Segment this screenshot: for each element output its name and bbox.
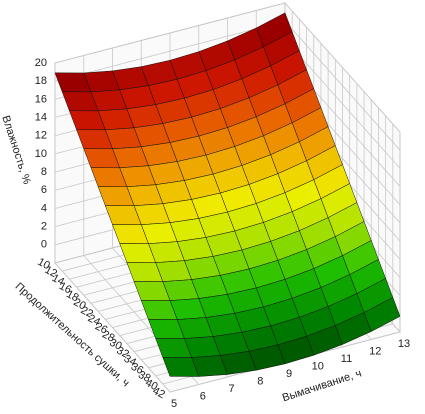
- z-axis-title: Влажность, %: [0, 114, 33, 186]
- z-tick-label: 16: [35, 93, 47, 105]
- y-tick-label: 12: [43, 264, 59, 280]
- y-tick-label: 22: [79, 304, 95, 320]
- y-tick-label: 26: [93, 320, 109, 336]
- z-tick-label: 0: [41, 239, 47, 251]
- y-tick-label: 30: [107, 336, 123, 352]
- y-tick-label: 24: [86, 312, 102, 328]
- y-tick-label: 38: [136, 369, 152, 385]
- y-tick-label: 10: [35, 256, 51, 272]
- y-tick-label: 40: [143, 377, 159, 393]
- z-tick-label: 2: [41, 221, 47, 233]
- z-tick-label: 6: [41, 184, 47, 196]
- y-tick-label: 34: [122, 353, 138, 369]
- x-tick-label: 8: [257, 375, 263, 387]
- y-tick-label: 18: [64, 288, 80, 304]
- y-tick-label: 32: [114, 345, 130, 361]
- x-tick-label: 12: [369, 345, 381, 357]
- y-tick-label: 28: [100, 328, 116, 344]
- x-axis-title: Вымачивание, ч: [281, 367, 363, 404]
- y-tick-label: 36: [129, 361, 145, 377]
- x-tick-label: 9: [286, 368, 292, 380]
- surface-cell: [162, 357, 200, 377]
- y-tick-label: 16: [57, 280, 73, 296]
- z-tick-label: 12: [35, 130, 47, 142]
- x-tick-label: 10: [312, 360, 324, 372]
- x-tick-label: 5: [171, 398, 177, 410]
- y-tick-label: 20: [71, 296, 87, 312]
- x-tick-label: 11: [341, 353, 352, 365]
- x-tick-label: 13: [398, 338, 410, 350]
- z-tick-label: 10: [35, 148, 47, 160]
- z-tick-label: 4: [41, 202, 47, 214]
- z-tick-label: 14: [35, 111, 47, 123]
- x-tick-label: 7: [228, 383, 234, 395]
- y-tick-label: 42: [150, 385, 166, 401]
- y-tick-label: 14: [50, 272, 66, 288]
- x-tick-label: 6: [200, 390, 206, 402]
- z-tick-label: 18: [35, 75, 47, 87]
- z-tick-label: 20: [35, 57, 47, 69]
- z-tick-label: 8: [41, 166, 47, 178]
